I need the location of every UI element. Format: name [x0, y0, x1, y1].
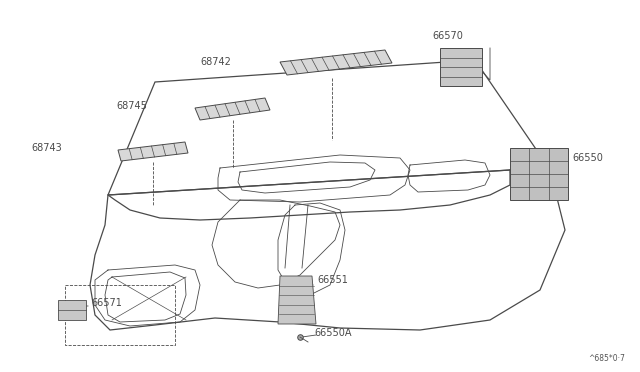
- Text: 68745: 68745: [116, 101, 147, 111]
- Polygon shape: [440, 48, 482, 86]
- Polygon shape: [280, 50, 392, 75]
- Text: 66551: 66551: [317, 275, 348, 285]
- Text: 66550A: 66550A: [314, 328, 351, 338]
- Text: 68743: 68743: [31, 143, 62, 153]
- Polygon shape: [58, 300, 86, 320]
- Text: ^685*0·7: ^685*0·7: [588, 354, 625, 363]
- Text: 66550: 66550: [572, 153, 603, 163]
- Text: 68742: 68742: [200, 57, 231, 67]
- Text: 66570: 66570: [432, 31, 463, 41]
- Polygon shape: [278, 276, 316, 324]
- Text: 66571: 66571: [91, 298, 122, 308]
- Polygon shape: [118, 142, 188, 161]
- Polygon shape: [510, 148, 568, 200]
- Polygon shape: [195, 98, 270, 120]
